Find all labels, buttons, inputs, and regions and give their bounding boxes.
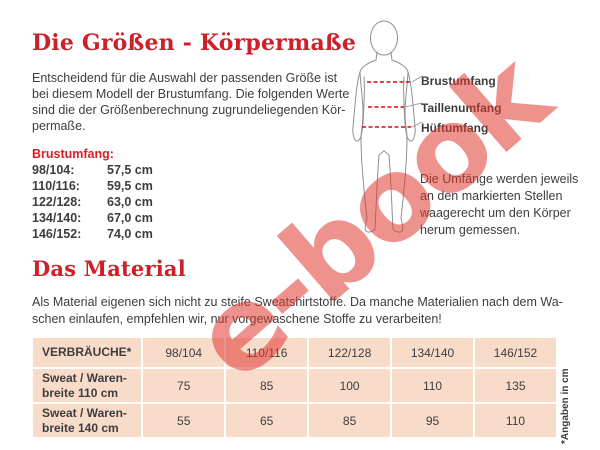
row-label-line: breite 140 cm bbox=[42, 420, 119, 435]
value-cell: 110 bbox=[473, 402, 558, 439]
figure-label-waist: Taillenumfang bbox=[421, 101, 502, 115]
value-cell: 95 bbox=[390, 402, 475, 439]
size-value: 74,0 cm bbox=[107, 227, 153, 241]
value-cell: 65 bbox=[224, 402, 310, 439]
table-header-row: VERBRÄUCHE* 98/104 110/116 122/128 134/1… bbox=[30, 336, 558, 369]
value-cell: 85 bbox=[224, 367, 310, 404]
note-line: Die Umfänge werden jeweils bbox=[420, 172, 579, 186]
intro-line: bei diesem Modell der Brustumfang. Die f… bbox=[32, 87, 350, 101]
intro-line: sind die der Größenberechnung zugrundeli… bbox=[32, 103, 346, 117]
table-row: Sweat / Waren- breite 140 cm 55 65 85 95… bbox=[30, 402, 558, 439]
value-cell: 135 bbox=[473, 367, 558, 404]
table-footnote-vertical: *Angaben in cm bbox=[560, 352, 574, 444]
measurement-dashed-lines bbox=[362, 81, 411, 128]
intro-line: Entscheidend für die Auswahl der passend… bbox=[32, 71, 338, 85]
size-label: 110/116: bbox=[32, 179, 80, 193]
size-label: 122/128: bbox=[32, 195, 82, 209]
note-line: herum gemessen. bbox=[420, 223, 521, 237]
size-value: 63,0 cm bbox=[107, 195, 153, 209]
sizes-section-title: Die Größen - Körpermaße bbox=[32, 30, 357, 56]
fabric-consumption-table: VERBRÄUCHE* 98/104 110/116 122/128 134/1… bbox=[30, 336, 558, 439]
value-cell: 85 bbox=[307, 402, 393, 439]
size-list-item: 110/116: 59,5 cm bbox=[32, 178, 153, 194]
size-value: 57,5 cm bbox=[107, 163, 153, 177]
row-label-line: breite 110 cm bbox=[42, 385, 119, 400]
size-label: 134/140: bbox=[32, 211, 82, 225]
size-value: 59,5 cm bbox=[107, 179, 153, 193]
figure-label-chest: Brustumfang bbox=[421, 74, 496, 88]
table-header-cell: 122/128 bbox=[307, 336, 393, 369]
chest-size-list: Brustumfang: 98/104: 57,5 cm 110/116: 59… bbox=[32, 146, 153, 242]
row-label-line: Sweat / Waren- bbox=[42, 370, 127, 385]
figure-label-hip: Hüftumfang bbox=[421, 121, 489, 135]
note-line: waagerecht um den Körper bbox=[420, 206, 571, 220]
value-cell: 110 bbox=[390, 367, 475, 404]
value-cell: 100 bbox=[307, 367, 393, 404]
row-label-cell: Sweat / Waren- breite 140 cm bbox=[30, 402, 144, 439]
value-cell: 55 bbox=[141, 402, 227, 439]
size-label: 146/152: bbox=[32, 227, 82, 241]
table-header-cell: 134/140 bbox=[390, 336, 475, 369]
size-list-item: 146/152: 74,0 cm bbox=[32, 226, 153, 242]
material-line: Als Material eigenen sich nicht zu steif… bbox=[32, 295, 563, 309]
size-list-item: 134/140: 67,0 cm bbox=[32, 210, 153, 226]
material-line: schen einlaufen, empfehlen wir, nur vorg… bbox=[32, 312, 442, 326]
measuring-note: Die Umfänge werden jeweils an den markie… bbox=[420, 171, 578, 239]
size-value: 67,0 cm bbox=[107, 211, 153, 225]
row-label-line: Sweat / Waren- bbox=[42, 405, 127, 420]
row-label-cell: Sweat / Waren- breite 110 cm bbox=[30, 367, 144, 404]
size-list-item: 98/104: 57,5 cm bbox=[32, 162, 153, 178]
size-list-item: 122/128: 63,0 cm bbox=[32, 194, 153, 210]
table-header-cell: VERBRÄUCHE* bbox=[30, 336, 144, 369]
table-header-cell: 98/104 bbox=[141, 336, 227, 369]
size-label: 98/104: bbox=[32, 163, 75, 177]
material-section-title: Das Material bbox=[32, 256, 186, 281]
material-paragraph: Als Material eigenen sich nicht zu steif… bbox=[32, 294, 563, 328]
table-header-cell: 146/152 bbox=[473, 336, 558, 369]
footnote-text: *Angaben in cm bbox=[560, 368, 571, 444]
value-cell: 75 bbox=[141, 367, 227, 404]
body-measurement-figure bbox=[352, 20, 423, 233]
table-header-cell: 110/116 bbox=[224, 336, 310, 369]
chest-list-heading: Brustumfang: bbox=[32, 147, 114, 161]
sizes-intro-paragraph: Entscheidend für die Auswahl der passend… bbox=[32, 70, 349, 134]
note-line: an den markierten Stellen bbox=[420, 189, 563, 203]
intro-line: permaße. bbox=[32, 119, 86, 133]
table-row: Sweat / Waren- breite 110 cm 75 85 100 1… bbox=[30, 367, 558, 404]
